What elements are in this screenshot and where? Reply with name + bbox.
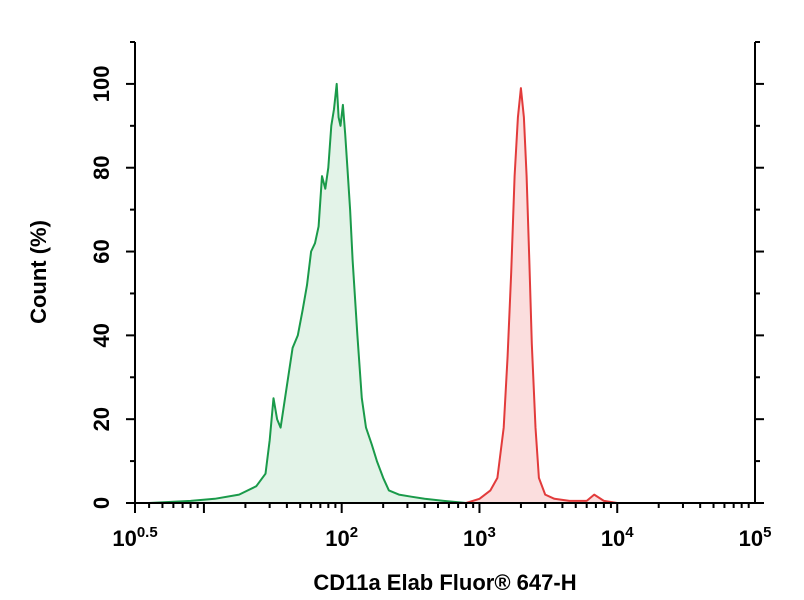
y-tick-label: 60 bbox=[89, 239, 114, 263]
x-tick-label: 103 bbox=[463, 524, 496, 551]
y-tick-label: 80 bbox=[89, 155, 114, 179]
x-tick-label: 102 bbox=[325, 524, 358, 551]
y-tick-label: 40 bbox=[89, 323, 114, 347]
y-axis-title: Count (%) bbox=[26, 220, 51, 324]
series-1-area bbox=[149, 83, 467, 504]
y-tick-label: 20 bbox=[89, 407, 114, 431]
axes-layer bbox=[134, 42, 756, 504]
tick-layer: 0 20 40 60 80 100 100.5 102 103 104 105 bbox=[89, 41, 772, 551]
y-tick-label: 0 bbox=[89, 497, 114, 509]
x-tick-label: 100.5 bbox=[112, 524, 157, 551]
x-tick-label: 105 bbox=[739, 524, 772, 551]
series-layer bbox=[149, 82, 618, 504]
series-1-line bbox=[149, 82, 467, 504]
x-axis-title: CD11a Elab Fluor® 647-H bbox=[313, 570, 576, 595]
series-2-area bbox=[466, 88, 618, 503]
x-tick-label: 104 bbox=[601, 524, 634, 551]
y-tick-label: 100 bbox=[89, 66, 114, 103]
series-2-line bbox=[465, 87, 618, 504]
